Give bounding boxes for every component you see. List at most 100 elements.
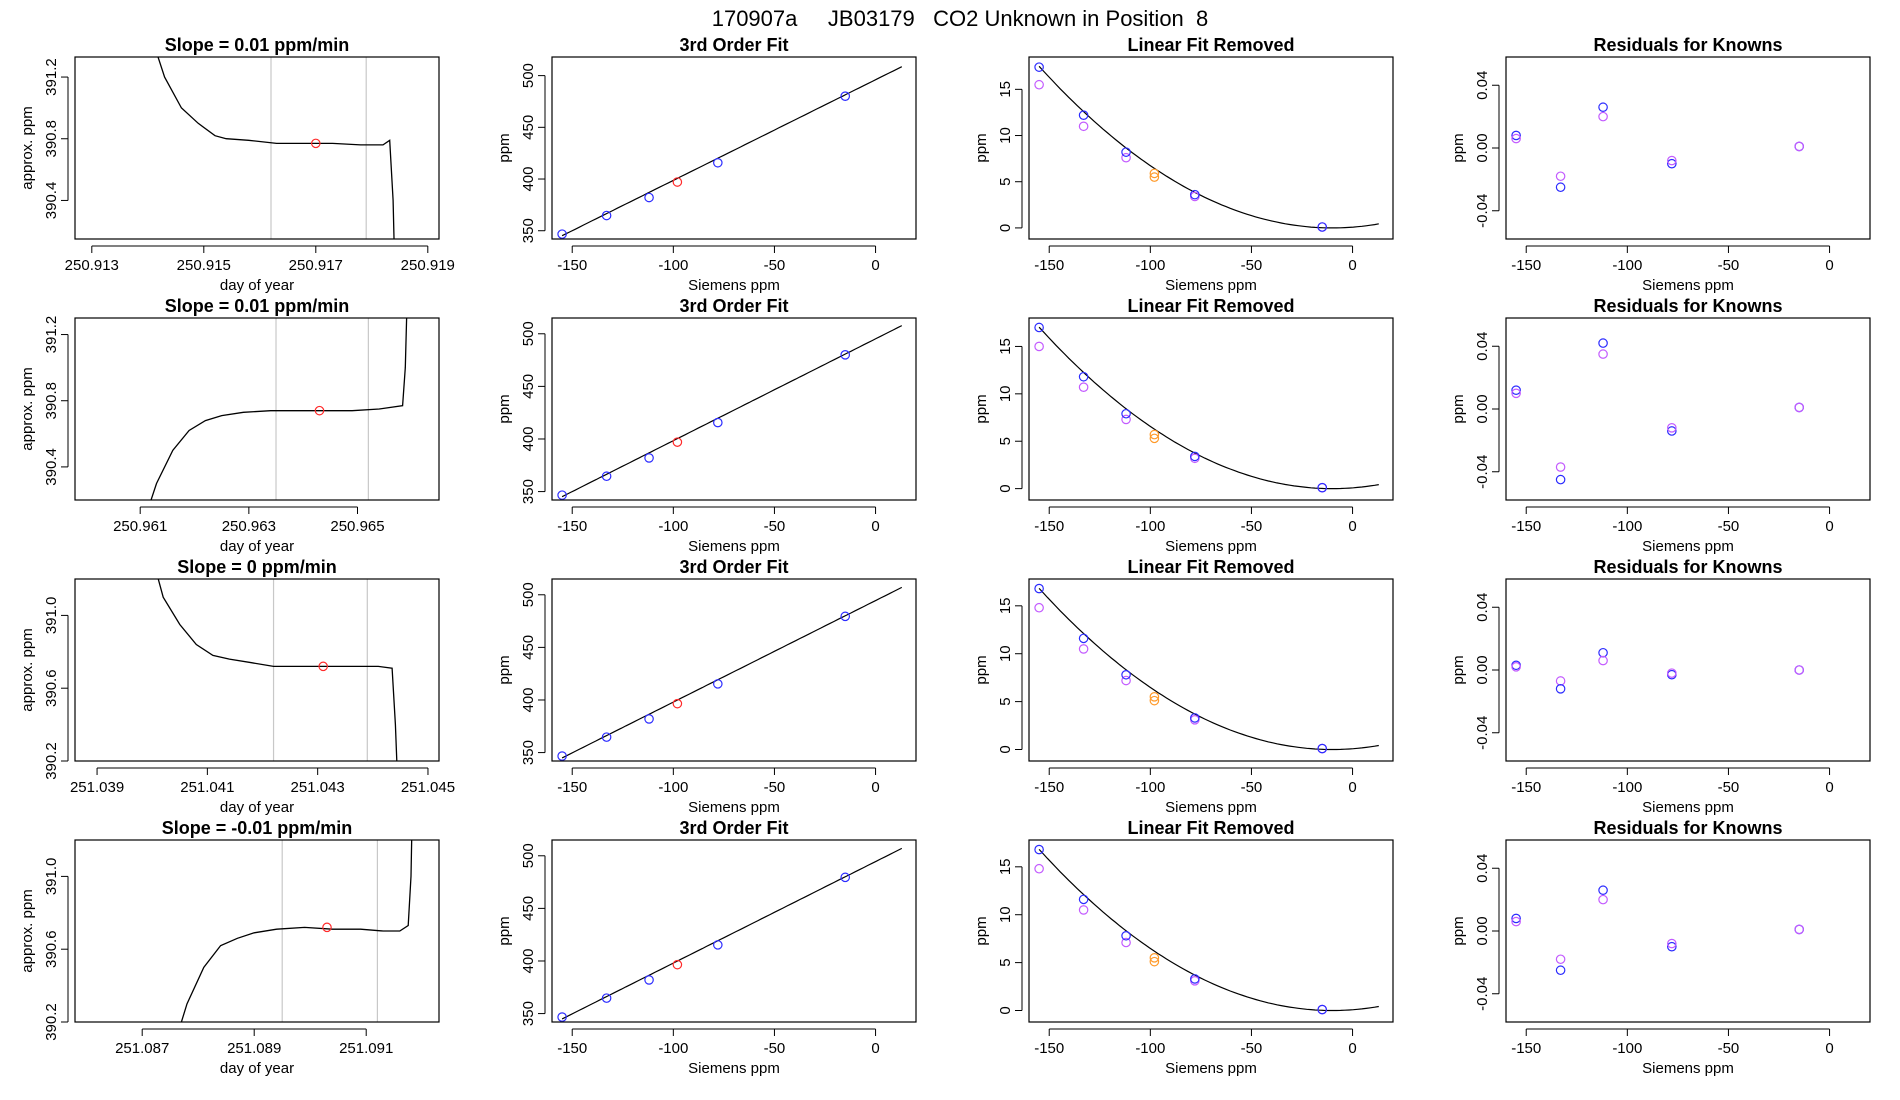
data-point [1149, 695, 1160, 706]
x-tick-label: 251.043 [291, 779, 345, 796]
fit-curve [1038, 587, 1379, 751]
x-axis-label: Siemens ppm [1642, 538, 1734, 555]
plot-frame [1028, 839, 1394, 1023]
fit-curve [561, 586, 903, 759]
x-tick-label: 0 [871, 257, 879, 274]
data-point [1794, 665, 1805, 675]
data-point [1149, 956, 1160, 967]
data-point [1121, 408, 1131, 419]
y-tick-label: 390.8 [43, 382, 60, 420]
panel-title: Slope = -0.01 ppm/min [162, 818, 353, 838]
data-point [1190, 451, 1200, 462]
y-tick-label: 450 [520, 115, 537, 140]
plot-frame [74, 578, 440, 762]
data-trace [157, 57, 395, 239]
x-tick-label: 250.961 [113, 518, 167, 535]
x-tick-label: 250.963 [222, 518, 276, 535]
y-tick-label: 10 [997, 906, 1014, 923]
data-point [672, 177, 683, 187]
panel-title: Slope = 0 ppm/min [177, 557, 337, 577]
x-tick-label: -150 [557, 779, 587, 796]
x-tick-label: 251.089 [227, 1040, 281, 1057]
panel-title: Residuals for Knowns [1593, 818, 1782, 838]
x-tick-label: 251.039 [70, 779, 124, 796]
data-point [1078, 633, 1089, 644]
data-point [314, 405, 325, 416]
y-tick-label: 10 [997, 645, 1014, 662]
plot-frame [551, 839, 917, 1023]
data-point [1149, 433, 1160, 444]
x-tick-label: -50 [764, 518, 786, 535]
panel-data [557, 586, 903, 761]
x-tick-label: 250.917 [289, 257, 343, 274]
data-point [1511, 662, 1521, 672]
y-tick-label: 5 [997, 958, 1014, 966]
data-point [1794, 402, 1805, 413]
data-point [672, 959, 683, 970]
plot-frame [1028, 317, 1394, 501]
plot-frame [551, 56, 917, 240]
x-tick-label: 250.913 [65, 257, 119, 274]
data-trace [157, 579, 398, 761]
data-point [1511, 133, 1521, 144]
panel-title: 3rd Order Fit [679, 557, 788, 577]
data-point [840, 872, 851, 883]
panel-data [1034, 322, 1379, 493]
panel-title: Residuals for Knowns [1593, 35, 1782, 55]
data-point [601, 732, 612, 742]
x-tick-label: -100 [1612, 257, 1642, 274]
x-tick-label: 0 [1348, 1040, 1356, 1057]
x-tick-label: -50 [1718, 779, 1740, 796]
x-axis-label: day of year [220, 277, 294, 294]
y-axis-label: ppm [973, 394, 990, 423]
y-axis-label: ppm [973, 655, 990, 684]
data-point [1667, 423, 1677, 433]
y-axis-label: ppm [1450, 655, 1467, 684]
y-tick-label: -0.04 [1474, 455, 1491, 489]
x-tick-label: -50 [764, 779, 786, 796]
y-tick-label: 350 [520, 740, 537, 765]
data-point [1667, 158, 1677, 169]
data-point [1555, 182, 1566, 193]
y-tick-label: 0 [997, 1006, 1014, 1014]
y-axis-label: ppm [1450, 133, 1467, 162]
data-point [601, 210, 612, 221]
y-tick-label: 391.2 [43, 316, 60, 354]
y-tick-label: 350 [520, 218, 537, 243]
data-point [1034, 844, 1044, 855]
y-tick-label: 0.00 [1474, 394, 1491, 423]
x-tick-label: -100 [1612, 518, 1642, 535]
x-axis-label: Siemens ppm [688, 538, 780, 555]
x-tick-label: -50 [764, 1040, 786, 1057]
data-point [1034, 583, 1044, 594]
x-axis-label: Siemens ppm [1642, 799, 1734, 816]
data-point [713, 157, 723, 168]
data-point [1078, 644, 1089, 654]
x-tick-label: -150 [1034, 1040, 1064, 1057]
x-axis-label: Siemens ppm [688, 799, 780, 816]
data-point [713, 679, 723, 689]
y-tick-label: 391.2 [43, 58, 60, 96]
data-point [1598, 894, 1608, 905]
data-point [1317, 482, 1328, 493]
data-point [1555, 462, 1566, 472]
data-point [1555, 965, 1566, 976]
x-tick-label: -50 [1718, 518, 1740, 535]
data-point [1190, 974, 1200, 984]
data-point [1121, 930, 1131, 941]
y-tick-label: 391.0 [43, 858, 60, 896]
y-tick-label: 0.04 [1474, 332, 1491, 361]
panel-data [1511, 647, 1805, 694]
data-point [1190, 713, 1200, 723]
x-tick-label: 0 [1348, 518, 1356, 535]
x-axis-label: day of year [220, 799, 294, 816]
y-tick-label: -0.04 [1474, 977, 1491, 1011]
panel-r1-linear: Linear Fit Removed -150 -100 -50 0 Siemens pp… [973, 35, 1394, 294]
y-axis-label: ppm [496, 133, 513, 162]
panel-title: Residuals for Knowns [1593, 296, 1782, 316]
data-point [1598, 102, 1608, 113]
fit-curve [561, 325, 903, 498]
y-tick-label: 500 [520, 843, 537, 868]
y-tick-label: 500 [520, 582, 537, 607]
data-point [557, 229, 567, 239]
